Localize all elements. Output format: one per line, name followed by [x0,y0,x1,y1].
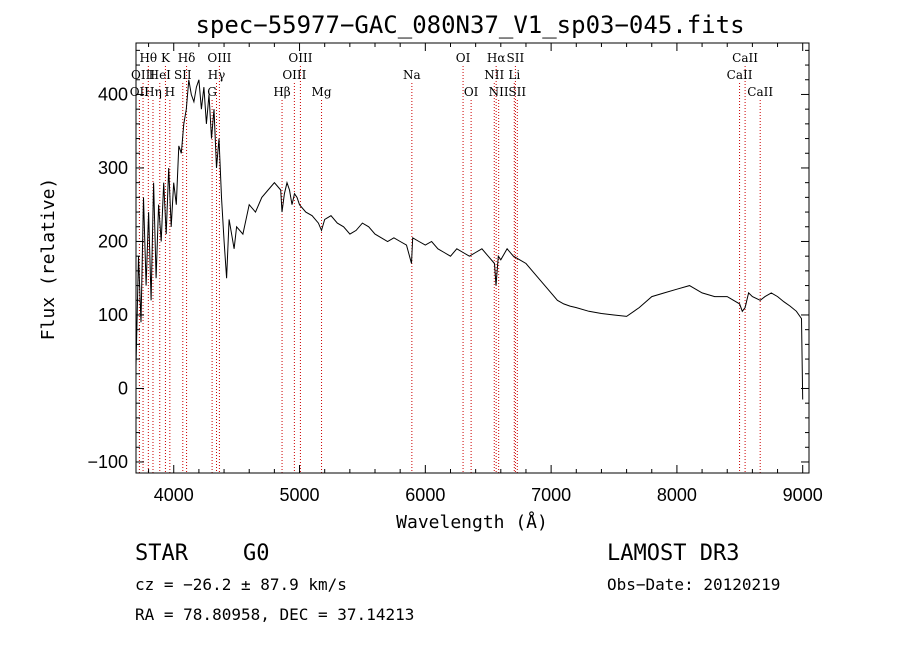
line-marker-label: OIII [131,68,155,82]
line-marker-label: Hα [487,51,506,65]
line-marker-label: Hβ [273,85,290,99]
x-tick-label: 6000 [405,485,445,505]
x-tick-label: 4000 [154,485,194,505]
line-marker-label: Hη [144,85,162,99]
redshift-readout: cz = −26.2 ± 87.9 km/s [135,575,347,594]
y-tick-label: 200 [98,231,128,251]
y-tick-label: −100 [87,452,128,472]
obs-date: Obs−Date: 20120219 [607,575,780,594]
line-marker-label: CaII [747,85,773,99]
line-marker-label: Li [508,68,520,82]
x-axis-ticks: 4000 5000 6000 7000 8000 9000 [148,43,823,505]
line-marker-label: Hδ [178,51,196,65]
line-marker-label: OI [456,51,471,65]
x-tick-label: 8000 [657,485,697,505]
emission-line-markers [138,66,761,473]
line-marker-label: Na [403,68,421,82]
y-axis-ticks: −100 0 100 200 300 400 [87,49,809,472]
line-marker-label: HeI [149,68,172,82]
coordinates-readout: RA = 78.80958, DEC = 37.14213 [135,605,414,624]
line-marker-label: SII [507,51,525,65]
line-marker-label: H [165,85,175,99]
emission-line-labels: OII Hθ OIII Hη HeI K H SII Hδ G Hγ OIII Hβ OIII OIII Mg… [130,51,774,99]
y-tick-label: 400 [98,84,128,104]
line-marker-label: Hθ [139,51,157,65]
line-marker-label: CaII [732,51,758,65]
y-axis-label: Flux (relative) [38,178,59,341]
x-tick-label: 7000 [531,485,571,505]
line-marker-label: Hγ [208,68,226,82]
line-marker-label: G [207,85,217,99]
line-marker-label: K [161,51,171,65]
survey-name: LAMOST DR3 [607,541,739,566]
spectrum-series-line [135,79,804,400]
x-tick-label: 5000 [280,485,320,505]
line-marker-label: SII [508,85,526,99]
line-marker-label: OII [130,85,150,99]
y-tick-label: 0 [118,378,128,398]
object-type: STAR [135,541,189,566]
plot-frame [135,42,810,474]
x-axis-label: Wavelength (Å) [396,511,548,533]
chart-title: spec−55977−GAC_080N37_V1_sp03−045.fits [195,11,744,39]
y-tick-label: 300 [98,158,128,178]
y-tick-label: 100 [98,305,128,325]
line-marker-label: OIII [282,68,306,82]
line-marker-label: OIII [288,51,312,65]
x-tick-label: 9000 [783,485,823,505]
line-marker-label: OI [464,85,479,99]
line-marker-label: OIII [207,51,231,65]
line-marker-label: NII [484,68,504,82]
object-subclass: G0 [243,541,270,566]
line-marker-label: Mg [312,85,332,99]
line-marker-label: CaII [727,68,753,82]
line-marker-label: NII [489,85,509,99]
line-marker-label: SII [174,68,192,82]
